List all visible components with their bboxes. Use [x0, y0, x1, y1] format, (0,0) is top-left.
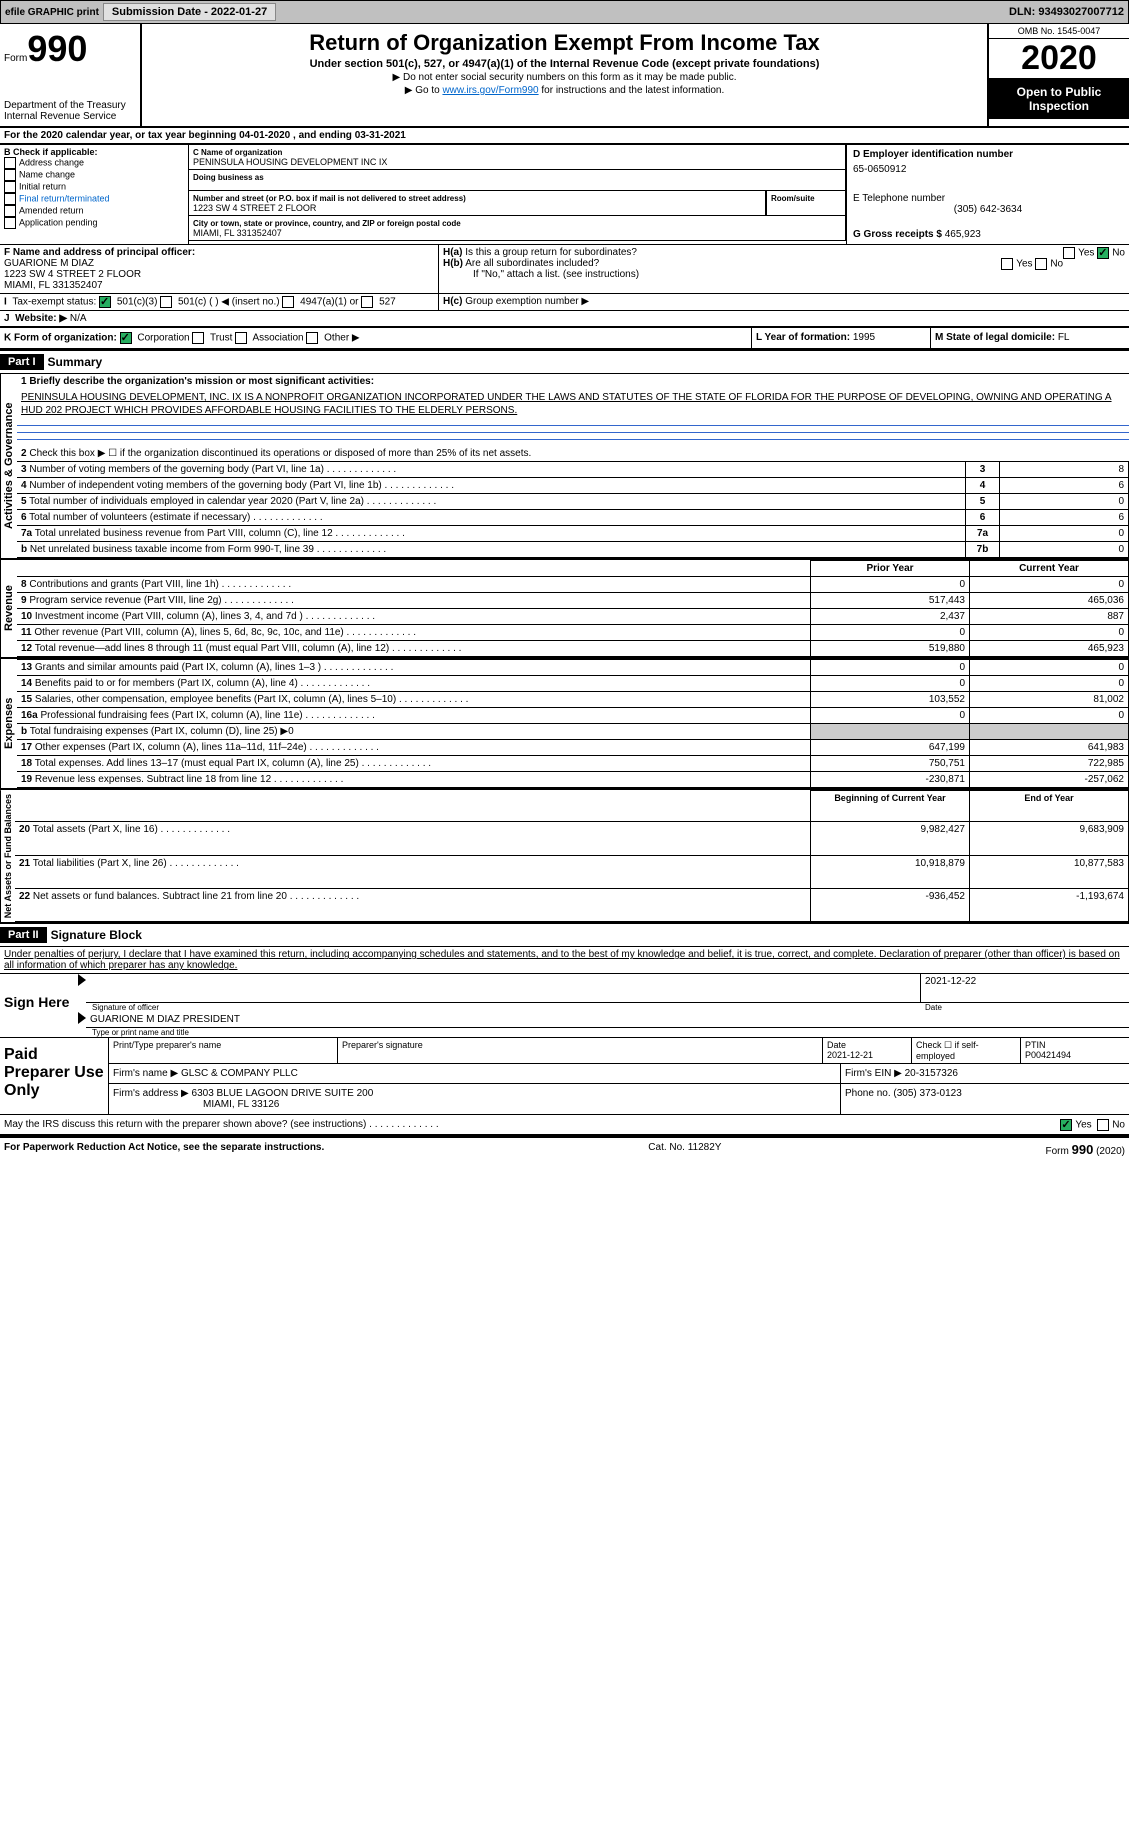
section-b-to-g: B Check if applicable: Address change Na… — [0, 144, 1129, 244]
signer-name: GUARIONE M DIAZ PRESIDENT — [86, 1012, 1129, 1028]
part2-title: Signature Block — [47, 924, 146, 946]
dba-label: Doing business as — [193, 173, 264, 182]
tax-year: 2020 — [989, 39, 1129, 79]
form-title: Return of Organization Exempt From Incom… — [146, 30, 983, 56]
b-opt-name[interactable]: Name change — [4, 169, 184, 181]
street: 1223 SW 4 STREET 2 FLOOR — [193, 203, 316, 213]
dln: DLN: 93493027007712 — [1009, 6, 1124, 18]
submission-date[interactable]: Submission Date - 2022-01-27 — [103, 3, 276, 21]
firm-name: GLSC & COMPANY PLLC — [181, 1068, 298, 1079]
b-opt-application[interactable]: Application pending — [4, 217, 184, 229]
paid-preparer: Paid Preparer Use Only — [0, 1038, 108, 1114]
part2-header: Part II — [0, 927, 47, 943]
note-ssn: ▶ Do not enter social security numbers o… — [146, 72, 983, 83]
triangle-icon — [78, 1012, 86, 1024]
side-revenue: Revenue — [0, 560, 17, 657]
perjury: Under penalties of perjury, I declare th… — [0, 947, 1129, 973]
ein: 65-0650912 — [853, 164, 1123, 175]
side-net: Net Assets or Fund Balances — [0, 790, 15, 922]
b-opt-initial[interactable]: Initial return — [4, 181, 184, 193]
firm-phone: (305) 373-0123 — [893, 1088, 961, 1099]
part1-header: Part I — [0, 354, 44, 370]
sign-date: 2021-12-22 — [925, 976, 976, 987]
form-subtitle: Under section 501(c), 527, or 4947(a)(1)… — [146, 58, 983, 70]
form-header: Form990 Department of the Treasury Inter… — [0, 24, 1129, 128]
note-link: ▶ Go to www.irs.gov/Form990 for instruct… — [146, 85, 983, 96]
irs-link[interactable]: www.irs.gov/Form990 — [442, 85, 538, 96]
top-bar: efile GRAPHIC print Submission Date - 20… — [0, 0, 1129, 24]
open-to-public: Open to Public Inspection — [989, 79, 1129, 119]
side-governance: Activities & Governance — [0, 374, 17, 558]
officer-name: GUARIONE M DIAZ — [4, 258, 94, 269]
efile-label: efile GRAPHIC print — [5, 7, 99, 18]
discuss-yes[interactable] — [1060, 1119, 1072, 1131]
discuss-no[interactable] — [1097, 1119, 1109, 1131]
b-opt-address[interactable]: Address change — [4, 157, 184, 169]
state: FL — [1058, 332, 1070, 343]
ptin: P00421494 — [1025, 1050, 1071, 1060]
room-label: Room/suite — [771, 194, 815, 203]
sign-here: Sign Here — [0, 974, 78, 1037]
501c3-checkbox[interactable] — [99, 296, 111, 308]
b-opt-final[interactable]: Final return/terminated — [4, 193, 184, 205]
website: N/A — [70, 313, 87, 324]
phone: (305) 642-3634 — [853, 204, 1123, 215]
city: MIAMI, FL 331352407 — [193, 228, 282, 238]
footer: For Paperwork Reduction Act Notice, see … — [0, 1136, 1129, 1161]
form-number: 990 — [27, 28, 87, 69]
year-formation: 1995 — [853, 332, 875, 343]
corp-checkbox[interactable] — [120, 332, 132, 344]
b-opt-amended[interactable]: Amended return — [4, 205, 184, 217]
form-label: Form — [4, 53, 27, 64]
dept: Department of the Treasury Internal Reve… — [4, 100, 134, 122]
firm-addr: 6303 BLUE LAGOON DRIVE SUITE 200 — [192, 1088, 374, 1099]
omb: OMB No. 1545-0047 — [989, 24, 1129, 39]
line-a: For the 2020 calendar year, or tax year … — [0, 128, 1129, 144]
org-name: PENINSULA HOUSING DEVELOPMENT INC IX — [193, 157, 387, 167]
firm-ein: 20-3157326 — [905, 1068, 958, 1079]
mission-text: PENINSULA HOUSING DEVELOPMENT, INC. IX I… — [17, 389, 1129, 419]
prep-date: 2021-12-21 — [827, 1050, 873, 1060]
part1-title: Summary — [44, 351, 107, 373]
gross-receipts: 465,923 — [945, 229, 981, 240]
side-expenses: Expenses — [0, 659, 17, 788]
b-title: B Check if applicable: — [4, 147, 184, 157]
triangle-icon — [78, 974, 86, 986]
